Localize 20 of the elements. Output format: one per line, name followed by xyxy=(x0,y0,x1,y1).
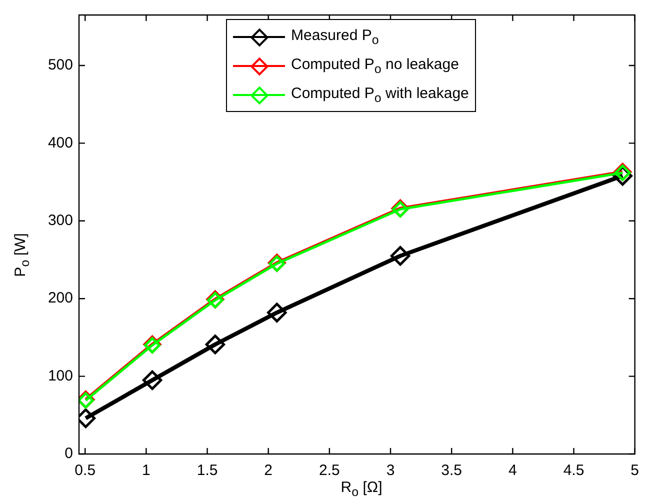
y-tick-label: 400 xyxy=(48,134,73,152)
y-tick-label: 500 xyxy=(48,56,73,74)
x-axis-title: R$_{o}$ [Ω] xyxy=(340,479,384,499)
x-tick-label: 5 xyxy=(630,462,639,480)
legend-label: Computed P$_{o}$ with leakage xyxy=(291,84,469,104)
x-tick-label: 1 xyxy=(142,462,150,480)
x-tick-label: 2.5 xyxy=(319,462,340,480)
y-tick-label: 0 xyxy=(64,445,73,462)
y-tick-label: 200 xyxy=(48,290,73,307)
x-tick-label: 1.5 xyxy=(196,462,218,480)
legend-label: Measured P$_{o}$ xyxy=(291,26,379,46)
x-tick-label: 2 xyxy=(264,462,273,480)
legend-label: Computed P$_{o}$ no leakage xyxy=(291,56,459,76)
x-tick-label: 4 xyxy=(508,462,517,480)
x-tick-label: 0.5 xyxy=(74,462,96,480)
x-tick-label: 3.5 xyxy=(441,462,462,480)
x-tick-label: 4.5 xyxy=(563,462,584,480)
y-tick-label: 100 xyxy=(48,367,73,384)
y-tick-label: 300 xyxy=(48,212,73,230)
x-tick-label: 3 xyxy=(386,462,395,480)
